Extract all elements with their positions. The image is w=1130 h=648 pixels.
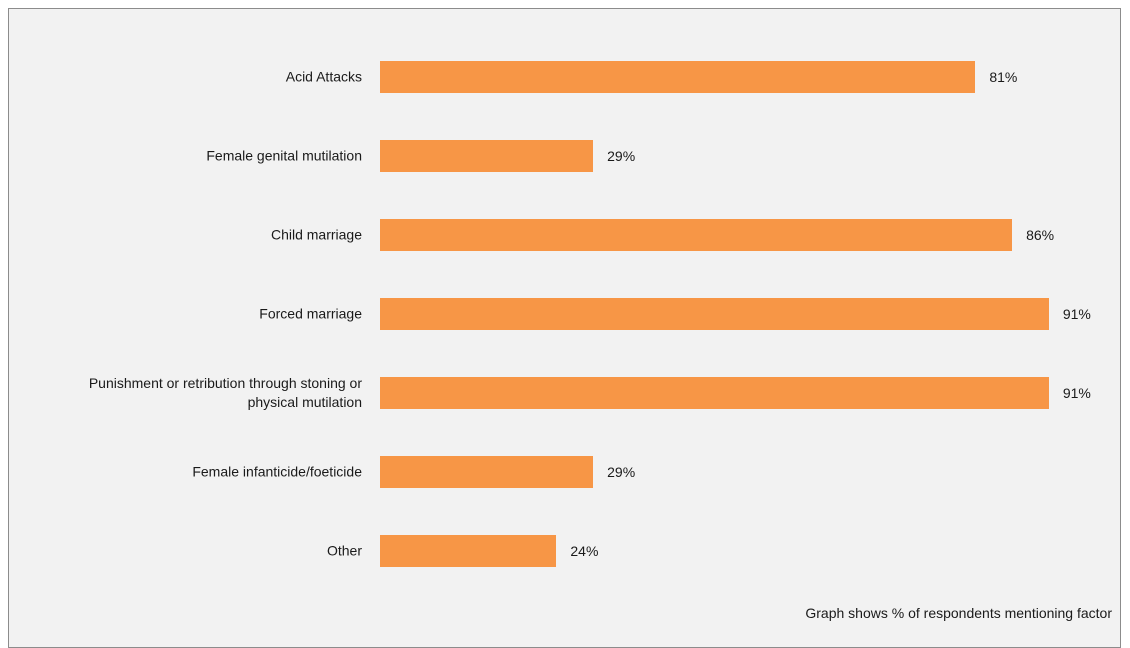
value-label: 91% (1062, 385, 1091, 401)
category-label: Other (326, 542, 362, 559)
category-label: Acid Attacks (285, 68, 362, 85)
category-label: Female genital mutilation (206, 147, 362, 164)
page: Graph shows % of respondents mentioning … (8, 8, 1121, 648)
category-label: Child marriage (270, 226, 362, 243)
bar (380, 219, 1013, 251)
value-label: 91% (1062, 306, 1091, 322)
category-label: Female infanticide/foeticide (192, 463, 362, 480)
value-label: 29% (607, 148, 636, 164)
bar (380, 61, 976, 93)
value-label: 81% (989, 69, 1018, 85)
category-label: Punishment or retribution through stonin… (88, 375, 362, 410)
category-label: Forced marriage (259, 305, 362, 322)
value-label: 86% (1026, 227, 1055, 243)
bar (380, 535, 557, 567)
value-label: 24% (570, 543, 599, 559)
bar (380, 140, 594, 172)
bar (380, 377, 1049, 409)
chart-note: Graph shows % of respondents mentioning … (805, 605, 1112, 621)
bar (380, 298, 1049, 330)
bar (380, 456, 594, 488)
value-label: 29% (607, 464, 636, 480)
